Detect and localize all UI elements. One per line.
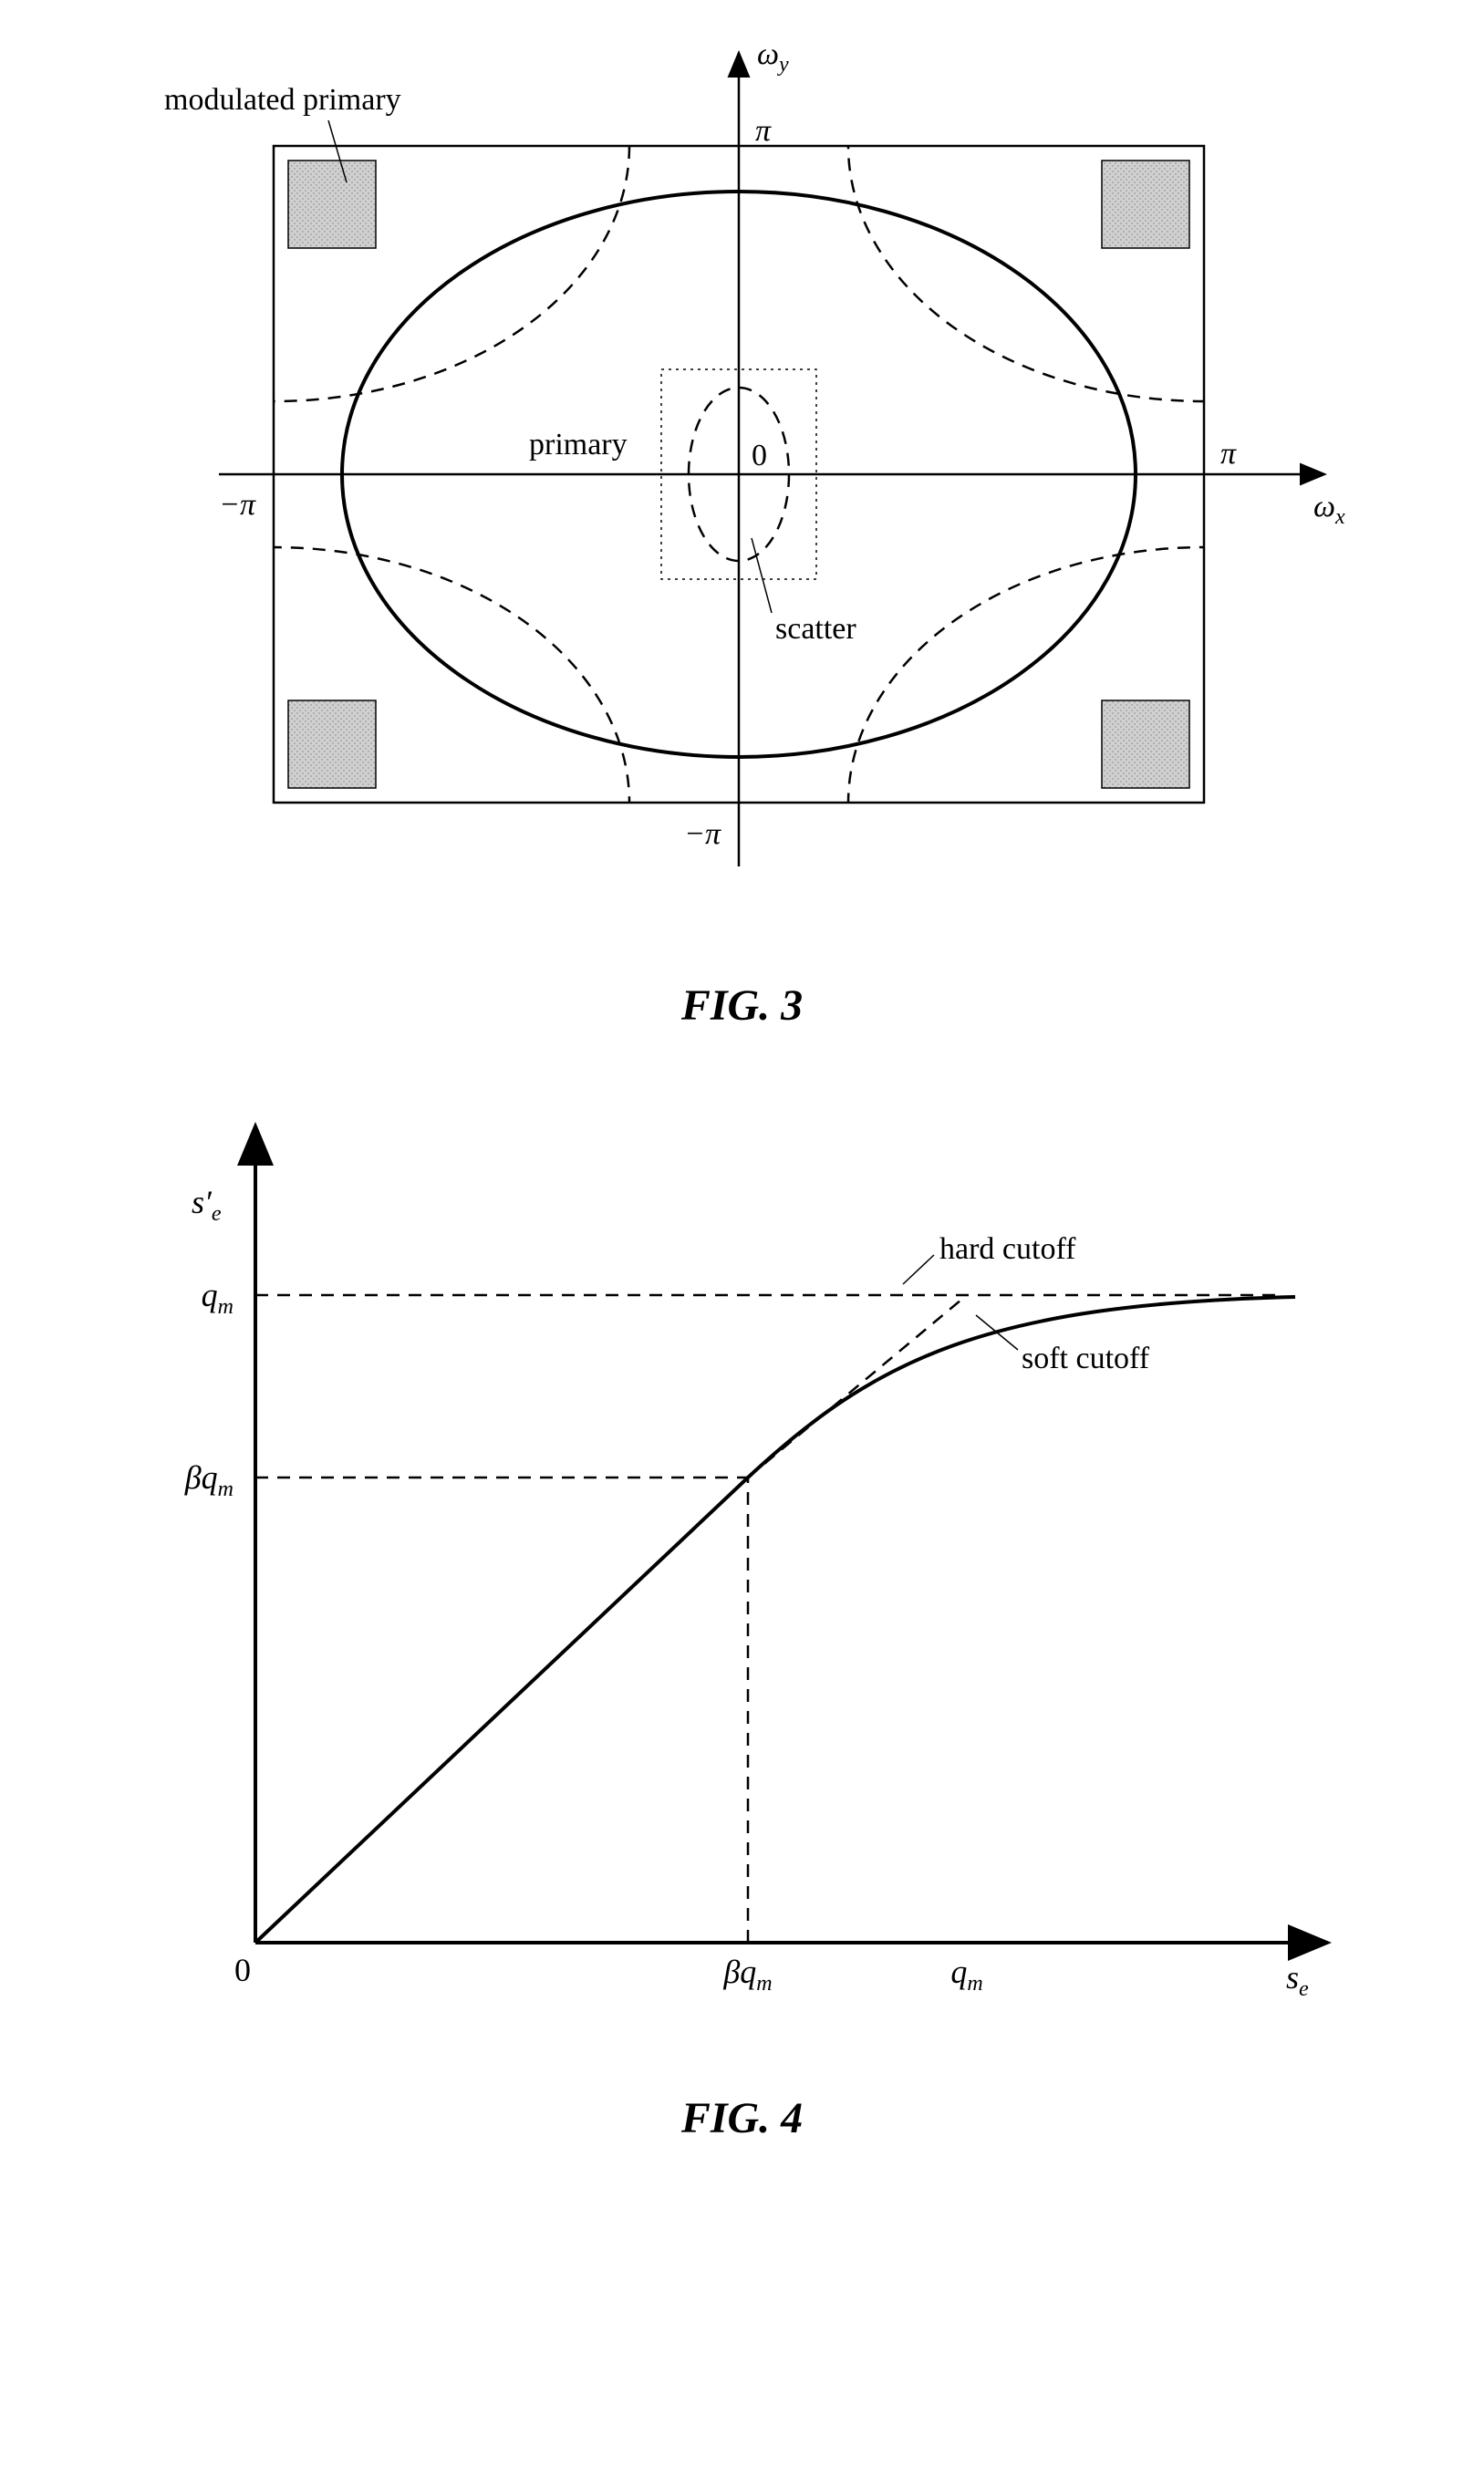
figure-3: ωy ωx π −π π −π 0 modulated primary primary scatt… [36,36,1448,1031]
leader-line [752,538,772,613]
modulated-primary-region [1102,700,1189,788]
soft-cutoff-label: soft cutoff [1022,1342,1150,1375]
hard-cutoff-label: hard cutoff [939,1232,1076,1266]
beta-qm-y-label: βqm [184,1459,233,1501]
y-axis-label: s′e [192,1184,222,1226]
tick-pi-top: π [755,114,772,148]
tick-neg-pi-bottom: −π [684,817,721,851]
modulated-primary-region [1102,161,1189,248]
beta-qm-x-label: βqm [722,1954,772,1996]
y-axis-label: ωy [757,37,789,77]
leader-line [903,1255,934,1284]
qm-y-label: qm [202,1277,233,1319]
primary-label: primary [529,428,628,461]
tick-neg-pi-left: −π [219,488,256,522]
modulated-primary-label: modulated primary [164,83,401,117]
figure-4: s′e se 0 qm βqm βqm qm hard cutoff soft cutoff F… [36,1104,1448,2143]
x-axis-label: ωx [1313,490,1345,529]
scatter-label: scatter [775,612,856,646]
x-axis-label: se [1286,1959,1309,2001]
modulated-primary-region [288,161,376,248]
modulated-primary-region [288,700,376,788]
fig3-plot: ωy ωx π −π π −π 0 modulated primary primary scatt… [36,36,1448,949]
origin-label: 0 [752,439,767,472]
fig3-title: FIG. 3 [36,980,1448,1031]
soft-cutoff-curve [255,1297,1295,1943]
tick-pi-right: π [1220,437,1237,471]
fig4-plot: s′e se 0 qm βqm βqm qm hard cutoff soft cutoff [36,1104,1448,2061]
fig4-title: FIG. 4 [36,2093,1448,2143]
qm-x-label: qm [950,1954,982,1996]
leader-line [976,1315,1018,1350]
origin-label: 0 [234,1952,251,1988]
